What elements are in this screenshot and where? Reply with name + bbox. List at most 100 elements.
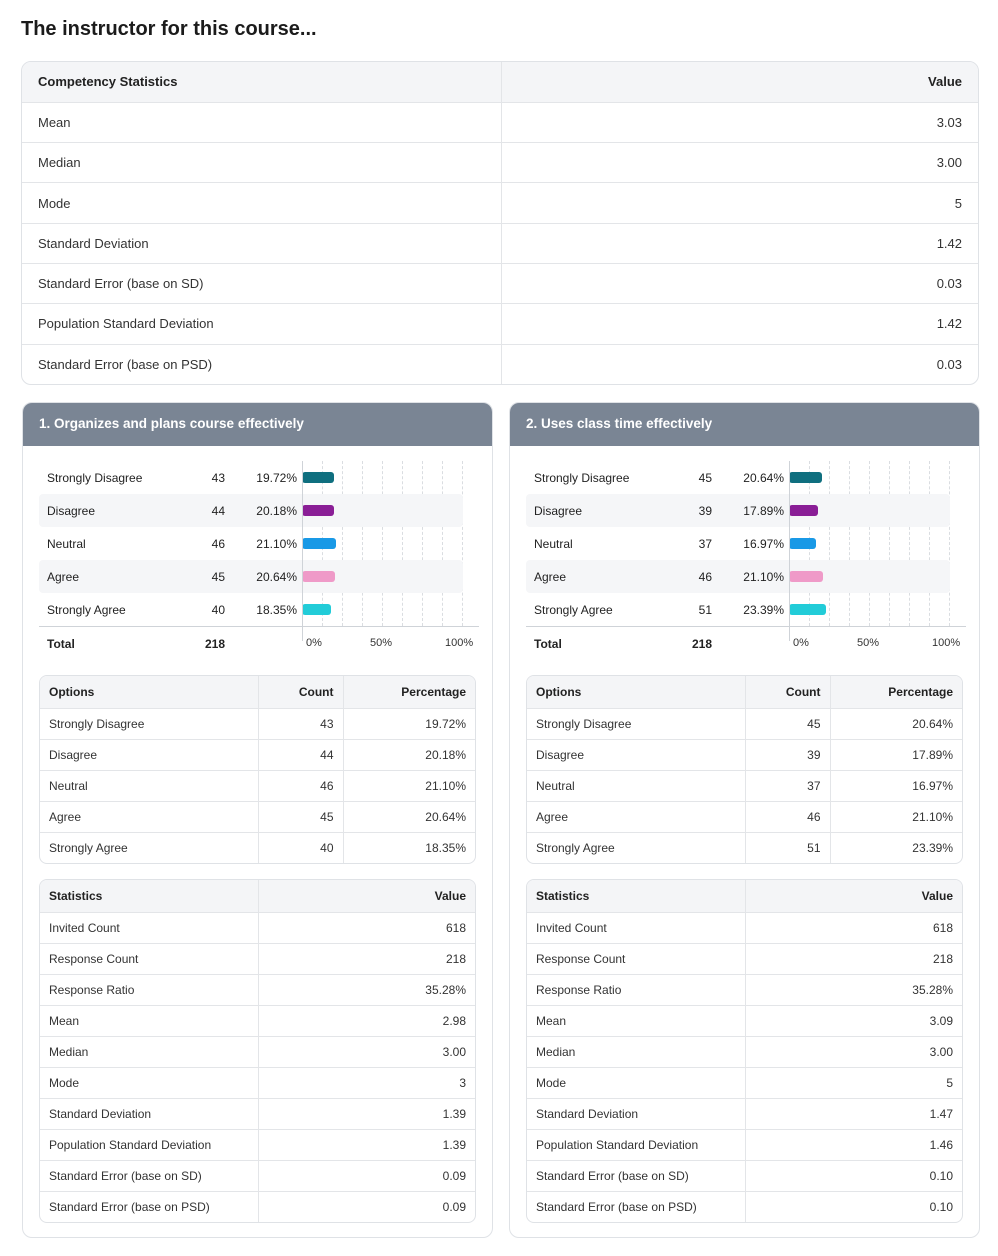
x-tick-label: 50% <box>857 637 880 649</box>
percentage-label: 19.72% <box>256 471 297 485</box>
table-row: Median 3.00 <box>527 1036 962 1068</box>
option-label: Strongly Disagree <box>40 708 259 740</box>
table-row: Median 3.00 <box>40 1036 475 1068</box>
option-count: 43 <box>258 708 344 740</box>
statistic-value: 0.09 <box>258 1160 475 1192</box>
table-row: Population Standard Deviation 1.39 <box>40 1129 475 1161</box>
statistic-label: Population Standard Deviation <box>22 303 502 345</box>
table-row: Neutral 46 21.10% <box>40 770 475 802</box>
table-row: Strongly Agree 51 23.39% <box>527 832 962 863</box>
statistic-value: 618 <box>258 912 475 944</box>
column-header-value: Value <box>258 880 475 913</box>
option-label: Disagree <box>40 739 259 771</box>
statistic-label: Invited Count <box>527 912 746 944</box>
statistic-value: 1.47 <box>745 1098 962 1130</box>
category-label: Disagree <box>47 504 96 518</box>
grid-line <box>929 461 930 626</box>
statistic-label: Standard Deviation <box>527 1098 746 1130</box>
table-row: Invited Count 618 <box>527 912 962 944</box>
statistic-label: Mode <box>40 1067 259 1099</box>
category-label: Neutral <box>534 537 573 551</box>
option-count: 45 <box>745 708 831 740</box>
statistic-value: 0.10 <box>929 1199 953 1214</box>
x-tick-label: 100% <box>445 637 474 649</box>
statistic-value: 5 <box>501 182 978 224</box>
column-header-options: Options <box>40 676 259 709</box>
chart-row: Strongly Agree 40 18.35% <box>39 593 463 626</box>
option-count: 39 <box>745 739 831 771</box>
total-label: Total <box>47 637 75 651</box>
statistic-value: 0.03 <box>936 356 962 372</box>
statistic-label: Standard Error (base on PSD) <box>22 344 502 384</box>
grid-line <box>462 461 463 626</box>
count-label: 39 <box>698 504 712 518</box>
table-row: Response Count 218 <box>527 943 962 975</box>
table-row: Standard Error (base on PSD) 0.03 <box>22 344 978 384</box>
statistic-label: Response Count <box>527 943 746 975</box>
table-row: Mode 5 <box>527 1067 962 1099</box>
grid-line <box>909 461 910 626</box>
percentage-label: 20.64% <box>743 471 784 485</box>
statistic-label: Median <box>527 1036 746 1068</box>
option-label: Strongly Agree <box>527 832 746 863</box>
table-row: Agree 45 20.64% <box>40 801 475 833</box>
options-table: Options Count Percentage Strongly Disagree 4… <box>39 675 476 864</box>
statistic-label: Mean <box>40 1005 259 1037</box>
chart-row: Disagree 39 17.89% <box>526 494 950 527</box>
option-label: Strongly Agree <box>40 832 259 863</box>
count-label: 37 <box>698 537 712 551</box>
column-header-count: Count <box>745 676 831 709</box>
percentage-label: 18.35% <box>256 603 297 617</box>
category-label: Agree <box>47 570 80 584</box>
option-count: 51 <box>745 832 831 863</box>
statistic-label: Mode <box>527 1067 746 1099</box>
question-title: 1. Organizes and plans course effectivel… <box>23 403 492 446</box>
statistic-value: 1.46 <box>745 1129 962 1161</box>
count-label: 46 <box>698 570 712 584</box>
count-label: 45 <box>211 570 225 584</box>
column-header-percentage: Percentage <box>830 676 962 709</box>
total-divider <box>526 626 966 627</box>
grid-line <box>442 461 443 626</box>
statistic-value: 618 <box>745 912 962 944</box>
statistics-data-table: Statistics Value Invited Count 618 Response … <box>527 880 962 1222</box>
option-percentage: 16.97% <box>830 770 962 802</box>
bar <box>302 538 336 549</box>
statistic-value: 3.00 <box>258 1036 475 1068</box>
chart-row: Strongly Agree 51 23.39% <box>526 593 950 626</box>
category-label: Strongly Disagree <box>47 471 143 485</box>
option-label: Agree <box>527 801 746 833</box>
category-label: Disagree <box>534 504 583 518</box>
statistic-value: 35.28% <box>745 974 962 1006</box>
table-row: Standard Error (base on SD) 0.09 <box>40 1160 475 1192</box>
table-header-row: Options Count Percentage <box>40 676 475 709</box>
option-percentage: 21.10% <box>830 801 962 833</box>
statistic-label: Median <box>22 142 502 184</box>
table-row: Standard Error (base on PSD) 0.09 <box>40 1191 475 1222</box>
grid-line <box>869 461 870 626</box>
table-header-row: Competency Statistics Value <box>22 62 978 103</box>
column-header-percentage: Percentage <box>343 676 475 709</box>
statistic-label: Standard Error (base on SD) <box>22 263 502 305</box>
option-percentage: 18.35% <box>425 840 466 855</box>
table-row: Population Standard Deviation 1.46 <box>527 1129 962 1161</box>
statistic-label: Mean <box>22 102 502 144</box>
options-data-table: Options Count Percentage Strongly Disagree 4… <box>40 676 475 863</box>
category-label: Strongly Agree <box>534 603 613 617</box>
bar <box>789 538 816 549</box>
option-count: 44 <box>258 739 344 771</box>
statistic-value: 1.42 <box>501 303 978 345</box>
x-tick-label: 0% <box>306 637 322 649</box>
table-row: Agree 46 21.10% <box>527 801 962 833</box>
statistics-data-table: Statistics Value Invited Count 618 Response … <box>40 880 475 1222</box>
option-count: 40 <box>258 832 344 863</box>
table-row: Mean 2.98 <box>40 1005 475 1037</box>
percentage-label: 21.10% <box>743 570 784 584</box>
options-table: Options Count Percentage Strongly Disagree 4… <box>526 675 963 864</box>
grid-line <box>362 461 363 626</box>
column-header-options: Options <box>527 676 746 709</box>
table-row: Mode 3 <box>40 1067 475 1099</box>
statistic-value: 0.09 <box>442 1199 466 1214</box>
statistic-label: Mean <box>527 1005 746 1037</box>
total-divider <box>39 626 479 627</box>
